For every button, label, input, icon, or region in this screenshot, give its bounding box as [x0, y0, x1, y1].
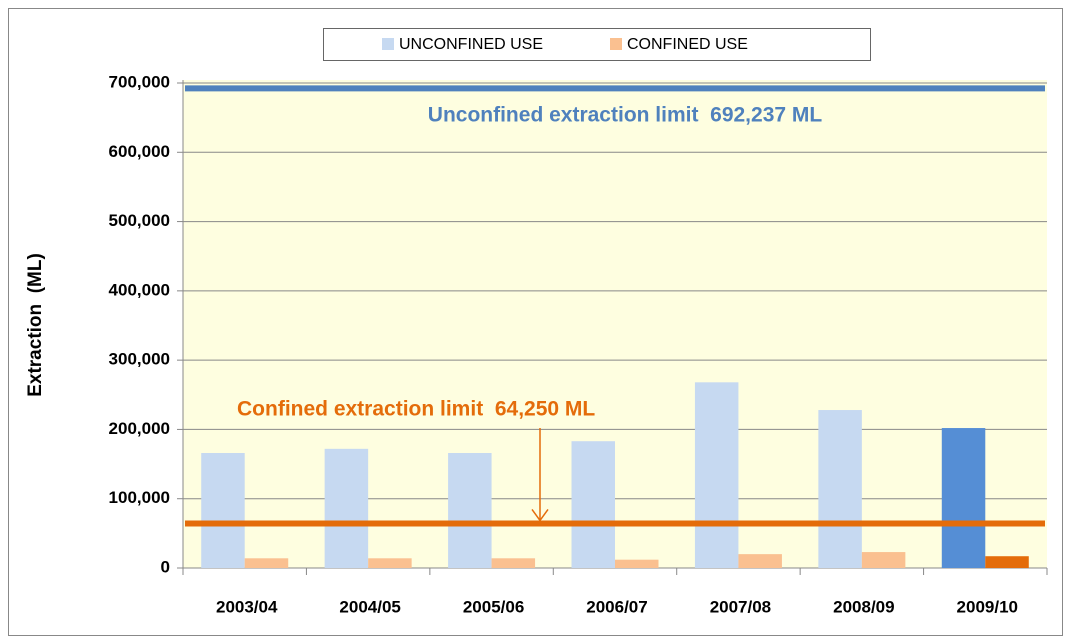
bar	[368, 558, 412, 568]
legend-swatch	[610, 38, 622, 50]
x-tick-label: 2008/09	[833, 597, 894, 616]
bar	[201, 452, 245, 568]
y-tick-label: 700,000	[109, 72, 170, 91]
bar	[615, 559, 659, 568]
y-tick-label: 400,000	[109, 280, 170, 299]
x-tick-label: 2009/10	[957, 597, 1018, 616]
bar	[491, 558, 536, 568]
x-tick-label: 2004/05	[339, 597, 400, 616]
y-tick-label: 200,000	[109, 419, 170, 438]
bar	[244, 558, 289, 568]
reference-label: Confined extraction limit 64,250 ML	[237, 398, 595, 421]
y-tick-label: 100,000	[109, 488, 170, 507]
reference-label: Unconfined extraction limit 692,237 ML	[428, 104, 823, 127]
bar	[448, 452, 492, 568]
y-tick-label: 0	[161, 557, 170, 576]
bar	[861, 552, 906, 568]
legend-box	[323, 28, 871, 61]
bar	[818, 410, 862, 568]
y-axis-label: Extraction (ML)	[25, 253, 46, 397]
bar	[738, 554, 782, 568]
annotation-arrowhead	[531, 509, 549, 522]
bar	[694, 382, 739, 568]
x-tick-label: 2003/04	[216, 597, 278, 616]
bar	[985, 556, 1029, 568]
bar	[324, 448, 369, 568]
bar	[571, 441, 615, 568]
legend-label: UNCONFINED USE	[399, 36, 543, 53]
y-tick-label: 300,000	[109, 350, 170, 369]
y-tick-label: 500,000	[109, 211, 170, 230]
x-tick-label: 2007/08	[710, 597, 771, 616]
legend-label: CONFINED USE	[627, 36, 748, 53]
legend-swatch	[382, 38, 394, 50]
x-tick-label: 2006/07	[586, 597, 647, 616]
y-tick-label: 600,000	[109, 142, 170, 161]
x-tick-label: 2005/06	[463, 597, 524, 616]
bar	[941, 428, 986, 568]
